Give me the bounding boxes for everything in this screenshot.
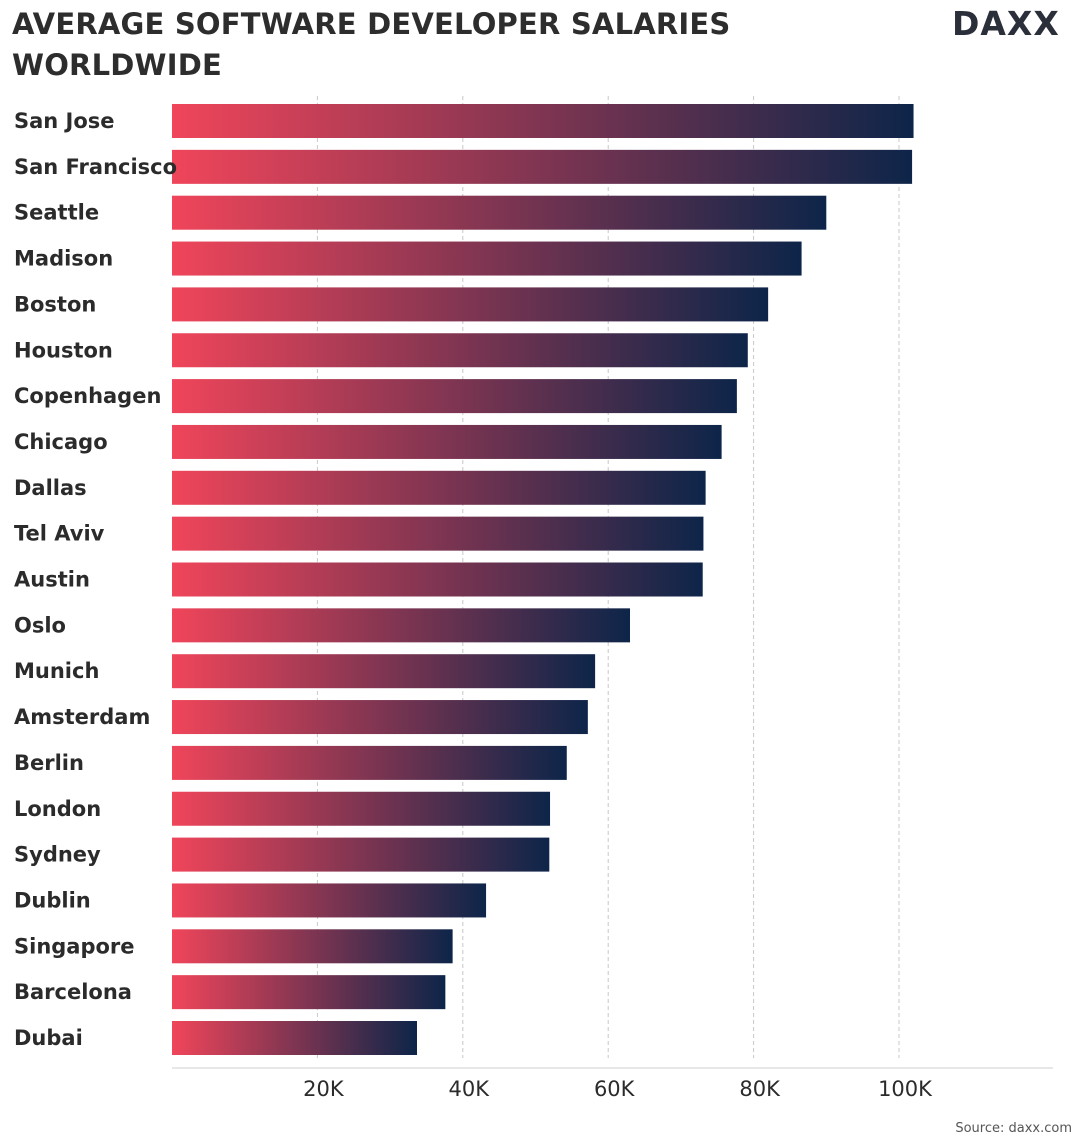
category-label: Madison xyxy=(14,247,113,271)
bar-barcelona xyxy=(172,975,446,1010)
x-tick-label: 20K xyxy=(303,1077,345,1101)
category-label: Oslo xyxy=(14,613,66,637)
bar-sydney xyxy=(172,837,550,872)
category-label: London xyxy=(14,797,101,821)
category-label: Seattle xyxy=(14,201,99,225)
category-label: Munich xyxy=(14,659,99,683)
bar-dallas xyxy=(172,470,706,505)
bar-austin xyxy=(172,562,703,597)
bar-madison xyxy=(172,241,802,276)
bar-berlin xyxy=(172,745,567,780)
source-note: Source: daxx.com xyxy=(955,1121,1072,1136)
bar-dublin xyxy=(172,883,487,918)
bar-copenhagen xyxy=(172,379,737,414)
category-labels: San Jose San Francisco Seattle Madison Bosto… xyxy=(14,109,177,1050)
category-label: Singapore xyxy=(14,934,135,958)
chart-title: AVERAGE SOFTWARE DEVELOPER SALARIES WORL… xyxy=(12,7,731,82)
category-label: Dubai xyxy=(14,1026,83,1050)
daxx-logo: DAXX xyxy=(952,4,1076,44)
x-tick-label: 100K xyxy=(878,1077,933,1101)
bar-tel-aviv xyxy=(172,516,704,551)
bar-munich xyxy=(172,654,596,689)
bar-singapore xyxy=(172,929,453,964)
category-label: Tel Aviv xyxy=(14,522,105,546)
category-label: Austin xyxy=(14,568,90,592)
bar-chicago xyxy=(172,424,722,459)
x-tick-label: 60K xyxy=(594,1077,636,1101)
category-label: Sydney xyxy=(14,843,101,867)
category-label: San Jose xyxy=(14,109,115,133)
bar-san-francisco xyxy=(172,149,913,184)
category-label: Dublin xyxy=(14,888,91,912)
bar-london xyxy=(172,791,551,826)
bar-dubai xyxy=(172,1021,417,1055)
category-label: San Francisco xyxy=(14,155,177,179)
bar-oslo xyxy=(172,608,631,643)
bar-amsterdam xyxy=(172,700,588,735)
bar-houston xyxy=(172,333,748,368)
category-label: Dallas xyxy=(14,476,87,500)
category-label: Barcelona xyxy=(14,980,132,1004)
x-axis: 20K 40K 60K 80K 100K xyxy=(172,1067,1053,1101)
bar-boston xyxy=(172,287,769,322)
category-label: Houston xyxy=(14,338,113,362)
x-tick-label: 80K xyxy=(739,1077,781,1101)
category-label: Boston xyxy=(14,292,96,316)
bar-san-jose xyxy=(172,104,914,138)
bars xyxy=(172,104,914,1055)
x-tick-label: 40K xyxy=(449,1077,491,1101)
bar-seattle xyxy=(172,195,827,230)
category-label: Berlin xyxy=(14,751,84,775)
category-label: Copenhagen xyxy=(14,384,161,408)
logo-text: DAXX xyxy=(952,4,1060,43)
category-label: Chicago xyxy=(14,430,108,454)
category-label: Amsterdam xyxy=(14,705,150,729)
